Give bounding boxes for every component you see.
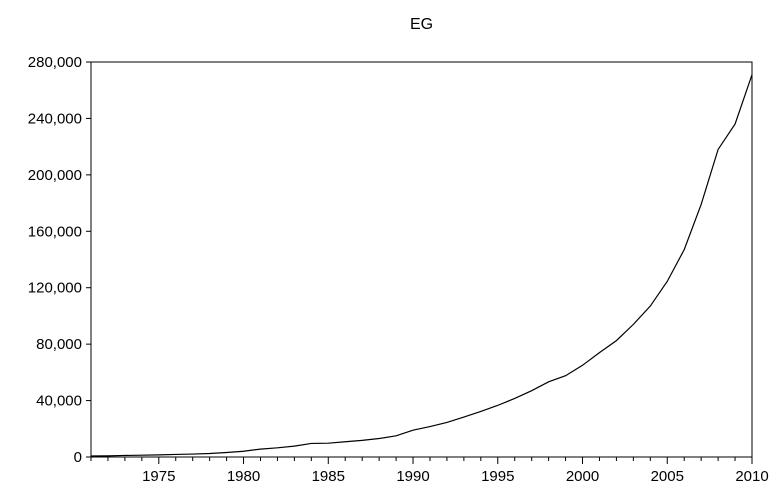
y-tick-label: 80,000 bbox=[36, 336, 82, 353]
y-tick-label: 40,000 bbox=[36, 393, 82, 410]
y-tick-label: 280,000 bbox=[28, 54, 82, 71]
x-tick-label: 1985 bbox=[312, 468, 345, 485]
chart-title: EG bbox=[410, 16, 433, 33]
x-tick-label: 1980 bbox=[227, 468, 260, 485]
y-tick-label: 120,000 bbox=[28, 280, 82, 297]
x-tick-label: 2000 bbox=[566, 468, 599, 485]
y-tick-label: 160,000 bbox=[28, 223, 82, 240]
x-tick-label: 1975 bbox=[142, 468, 175, 485]
x-axis: 1975 1980 1985 1990 1995 2000 2005 2010 bbox=[90, 457, 769, 485]
x-tick-label: 2005 bbox=[651, 468, 684, 485]
x-tick-label: 1990 bbox=[396, 468, 429, 485]
x-tick-label: 2010 bbox=[735, 468, 768, 485]
series-line bbox=[90, 74, 753, 457]
y-tick-label: 240,000 bbox=[28, 110, 82, 127]
y-tick-label: 0 bbox=[74, 449, 82, 466]
x-tick-label: 1995 bbox=[481, 468, 514, 485]
y-axis: 0 40,000 80,000 120,000 160,000 200,000 240,00… bbox=[28, 54, 91, 466]
plot-frame bbox=[90, 61, 753, 458]
y-tick-label: 200,000 bbox=[28, 167, 82, 184]
